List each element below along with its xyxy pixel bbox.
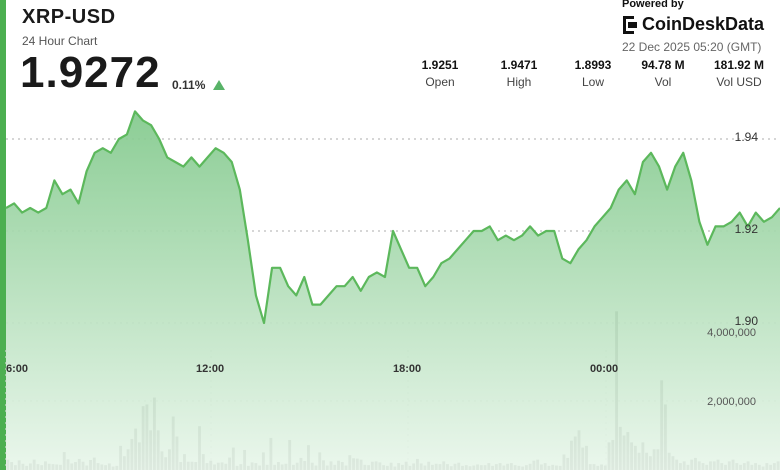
stat-label: Vol USD <box>716 75 762 89</box>
x-tick-label: 12:00 <box>196 363 224 375</box>
stat-value: 1.8993 <box>574 58 612 72</box>
x-tick-label: 6:00 <box>6 363 28 375</box>
timestamp: 22 Dec 2025 05:20 (GMT) <box>622 40 762 54</box>
y-tick-label: 1.92 <box>735 222 759 236</box>
stat-label: High <box>506 75 532 89</box>
stat-value: 94.78 M <box>641 58 685 72</box>
stat-vol-usd: 181.92 M Vol USD <box>694 58 780 89</box>
y-tick-label: 1.90 <box>735 314 759 328</box>
stat-label: Open <box>425 75 455 89</box>
volume-tick-label: 4,000,000 <box>707 327 756 339</box>
stat-label: Vol <box>654 75 672 89</box>
chart-subtitle: 24 Hour Chart <box>22 34 98 48</box>
price-line <box>5 110 780 325</box>
price-area <box>6 111 780 470</box>
volume-tick-label: 2,000,000 <box>707 396 756 408</box>
x-tick-label: 18:00 <box>393 363 421 375</box>
stat-value: 181.92 M <box>713 58 765 72</box>
axis-labels: 1.94 1.92 1.904,000,000 2,000,000 6:00 12:00 1… <box>6 130 758 408</box>
current-price: 1.9272 <box>20 48 161 97</box>
powered-by-label: Powered by <box>622 0 684 10</box>
x-tick-label: 00:00 <box>590 363 618 375</box>
up-triangle-icon <box>213 80 225 90</box>
stat-low: 1.8993 Low <box>548 58 638 89</box>
price-change: 0.11% <box>172 78 206 92</box>
stat-value: 1.9471 <box>500 58 538 72</box>
stats-row: 1.9251 Open 1.9471 High 1.8993 Low 94.78… <box>0 58 780 98</box>
stat-label: Low <box>581 75 604 89</box>
coindesk-logo-icon <box>623 15 637 34</box>
left-accent-bar <box>0 0 6 470</box>
pair-title: XRP-USD <box>22 6 116 28</box>
stat-vol: 94.78 M Vol <box>618 58 708 89</box>
stat-open: 1.9251 Open <box>395 58 485 89</box>
brand-name: CoinDeskData <box>642 14 765 34</box>
stat-value: 1.9251 <box>421 58 459 72</box>
brand-logo[interactable]: CoinDeskData <box>622 14 764 35</box>
y-tick-label: 1.94 <box>735 130 759 144</box>
stat-high: 1.9471 High <box>474 58 564 89</box>
